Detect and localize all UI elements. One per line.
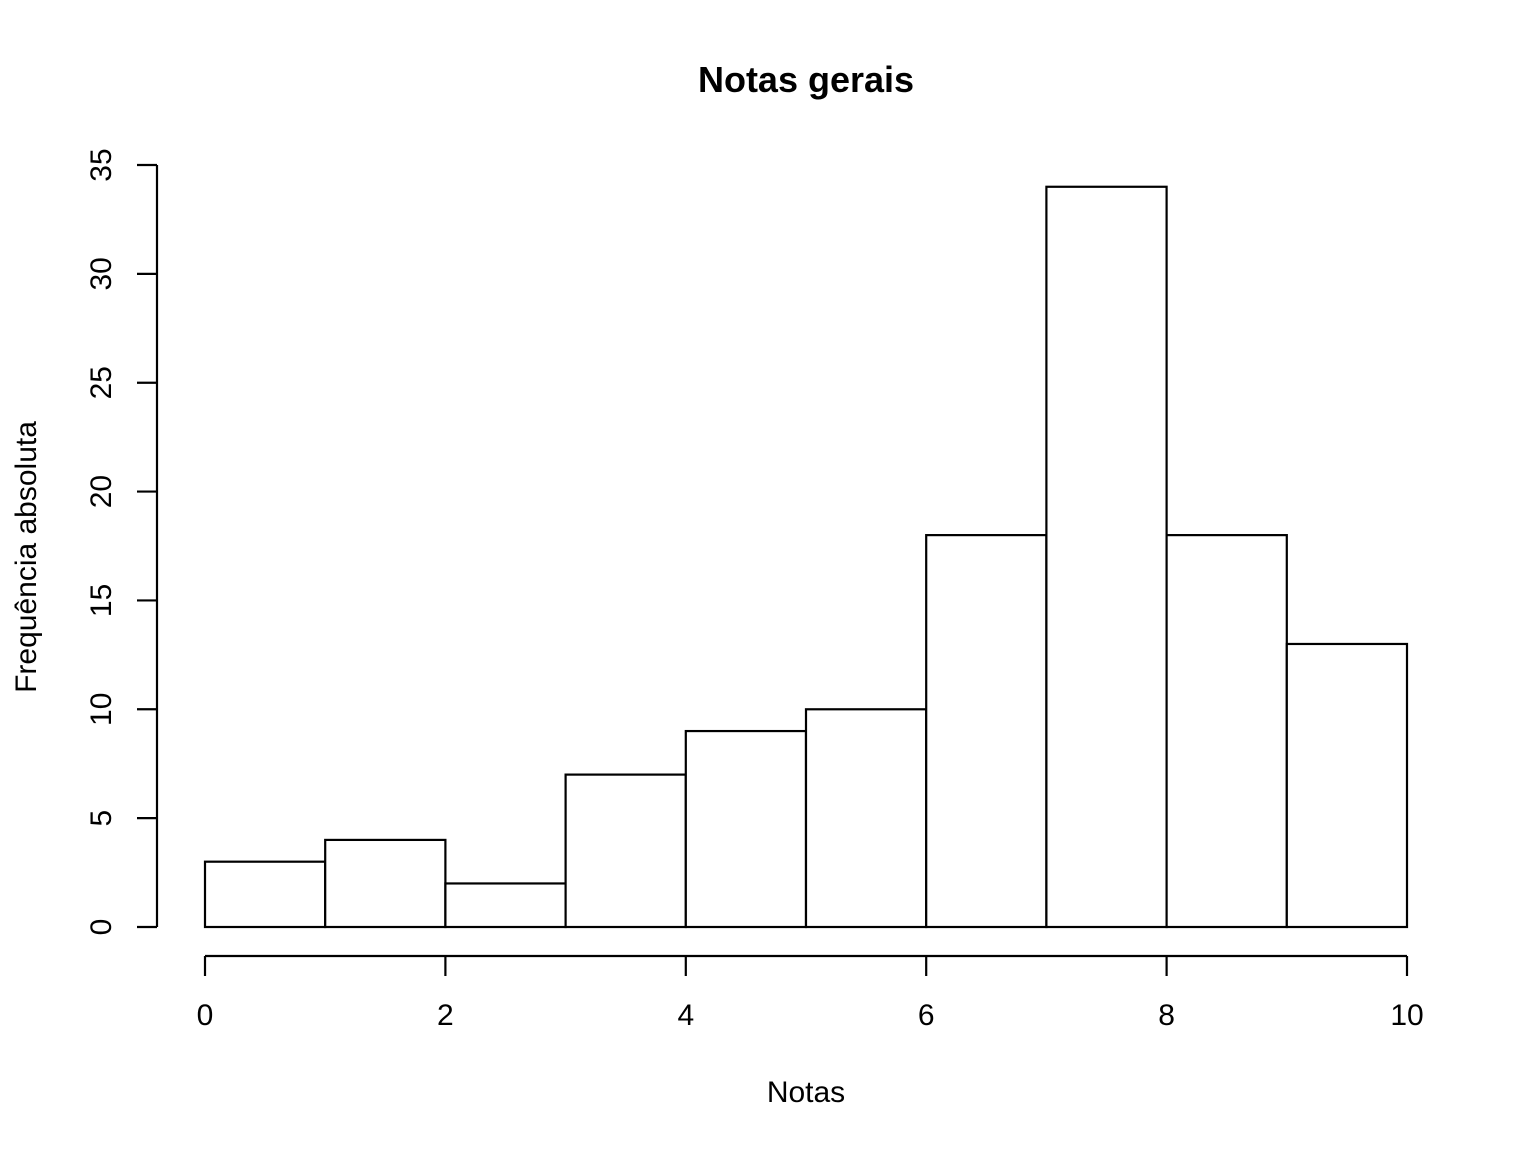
y-tick-label: 15 [85, 584, 118, 617]
x-tick-label: 4 [677, 999, 694, 1032]
y-tick-label: 0 [85, 919, 118, 936]
y-tick-label: 5 [85, 810, 118, 827]
x-axis-label: Notas [767, 1076, 845, 1109]
y-tick-label: 20 [85, 475, 118, 508]
y-tick-label: 25 [85, 366, 118, 399]
bars-group [203, 185, 1409, 929]
histogram-bar [1285, 642, 1409, 929]
x-tick-label: 2 [437, 999, 454, 1032]
histogram-bar [925, 534, 1048, 929]
histogram-bar [324, 838, 447, 929]
histogram-bar [203, 860, 327, 929]
histogram-bar [1165, 534, 1288, 929]
histogram-bar [804, 708, 928, 929]
histogram-bar [1045, 185, 1168, 929]
x-tick-label: 0 [197, 999, 214, 1032]
y-tick-label: 30 [85, 257, 118, 290]
y-axis-label: Frequência absoluta [10, 421, 43, 693]
y-axis: 0 5 10 15 20 25 30 35 [85, 148, 159, 936]
chart-title: Notas gerais [698, 59, 914, 100]
histogram-bar [444, 882, 567, 929]
x-tick-label: 6 [918, 999, 935, 1032]
x-tick-label: 10 [1390, 999, 1423, 1032]
histogram-bar [684, 729, 808, 929]
y-tick-label: 35 [85, 148, 118, 181]
x-axis: 0 2 4 6 8 10 [197, 954, 1424, 1032]
y-tick-label: 10 [85, 693, 118, 726]
histogram-bar [564, 773, 687, 929]
x-tick-label: 8 [1158, 999, 1175, 1032]
